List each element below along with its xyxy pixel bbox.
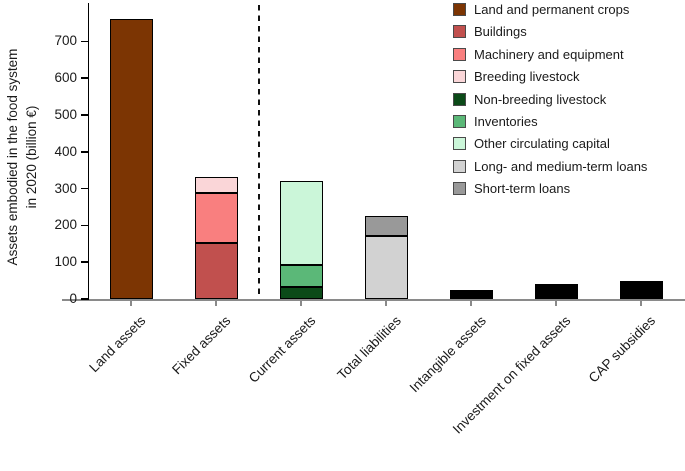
y-tick xyxy=(81,114,89,116)
y-tick xyxy=(81,224,89,227)
y-tick xyxy=(81,261,89,263)
y-tick-label: 600 xyxy=(54,70,77,86)
y-tick xyxy=(81,187,89,190)
y-tick-label: 0 xyxy=(69,291,77,306)
bar-segment xyxy=(194,193,238,244)
x-category-label: Intangible assets xyxy=(406,313,489,396)
x-tick xyxy=(640,300,642,306)
y-tick-label: 100 xyxy=(54,254,77,270)
x-axis-line xyxy=(62,298,685,301)
y-tick xyxy=(81,77,89,79)
x-tick xyxy=(470,300,472,306)
y-tick-label: 200 xyxy=(54,217,77,233)
x-category-label: Total liabilities xyxy=(334,313,404,383)
bar-segment xyxy=(194,243,238,299)
bar-segment xyxy=(279,264,323,287)
bar-segment xyxy=(619,280,663,299)
y-tick xyxy=(81,151,89,153)
bar-segment xyxy=(279,286,323,299)
bar-segment xyxy=(109,19,153,299)
y-tick-label: 400 xyxy=(54,143,77,159)
y-tick-label: 700 xyxy=(54,33,77,49)
y-tick xyxy=(81,298,89,300)
x-tick xyxy=(385,300,387,306)
y-tick-label: 500 xyxy=(54,107,77,122)
x-tick xyxy=(555,300,557,306)
x-tick xyxy=(215,300,217,306)
bar-segment xyxy=(364,236,408,299)
y-axis-line xyxy=(87,3,89,299)
x-category-label: CAP subsidies xyxy=(586,313,659,386)
x-tick xyxy=(130,300,132,306)
bar-segment xyxy=(279,180,323,265)
separator-dashed-line xyxy=(257,5,260,299)
bar-segment xyxy=(194,177,238,194)
bar-segment xyxy=(364,215,408,237)
bar-segment xyxy=(449,289,493,299)
x-category-label: Current assets xyxy=(245,313,319,386)
y-tick xyxy=(81,40,89,43)
y-tick-label: 300 xyxy=(54,180,77,196)
x-tick xyxy=(300,300,302,306)
x-category-label: Fixed assets xyxy=(169,313,234,378)
bar-segment xyxy=(534,283,578,299)
x-category-label: Land assets xyxy=(86,313,149,376)
